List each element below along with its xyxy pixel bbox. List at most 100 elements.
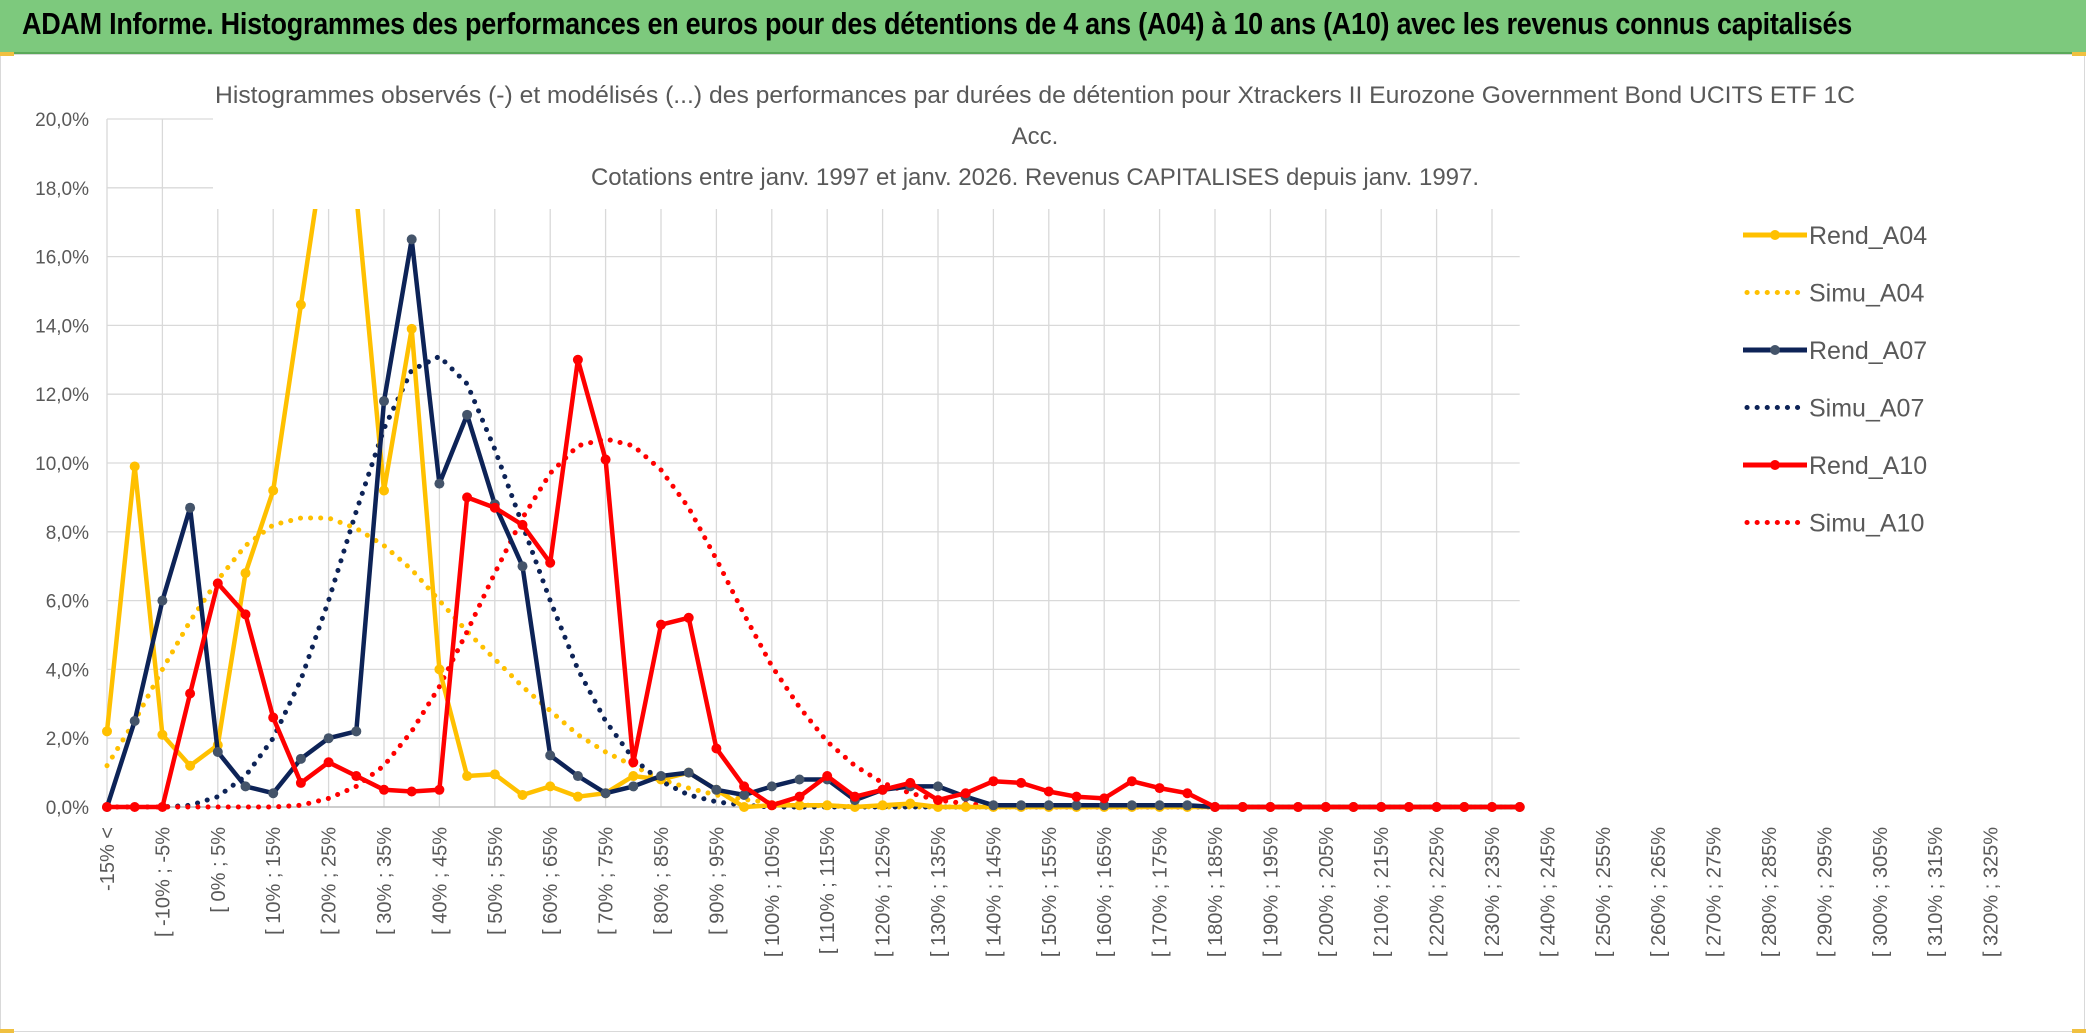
corner-mark bbox=[2072, 52, 2086, 56]
data-point-rend-a10 bbox=[434, 784, 445, 795]
y-tick-label: 4,0% bbox=[46, 660, 89, 681]
data-point-rend-a04 bbox=[960, 802, 971, 812]
data-point-rend-a07 bbox=[739, 789, 750, 800]
data-point-rend-a10 bbox=[406, 786, 417, 797]
data-point-rend-a07 bbox=[1182, 800, 1193, 811]
data-point-rend-a10 bbox=[1099, 793, 1110, 804]
data-point-rend-a10 bbox=[157, 802, 168, 812]
data-point-rend-a04 bbox=[628, 771, 639, 782]
data-point-rend-a10 bbox=[822, 771, 833, 782]
x-tick-label: [ 120% ; 125% bbox=[873, 827, 895, 957]
x-tick-label: [ 140% ; 145% bbox=[983, 827, 1005, 957]
y-tick-label: 2,0% bbox=[46, 729, 89, 750]
data-point-rend-a10 bbox=[572, 354, 583, 365]
x-tick-label: [ 230% ; 235% bbox=[1482, 827, 1504, 957]
x-tick-label: [ 250% ; 255% bbox=[1593, 827, 1615, 957]
data-point-rend-a04 bbox=[572, 791, 583, 802]
x-tick-label: [ 200% ; 205% bbox=[1316, 827, 1338, 957]
chart-title-line: Acc. bbox=[1012, 123, 1059, 150]
data-point-rend-a10 bbox=[185, 688, 196, 699]
x-tick-label: [ 0% ; 5% bbox=[208, 827, 230, 913]
x-tick-label: [ 60% ; 65% bbox=[540, 827, 562, 935]
data-point-rend-a10 bbox=[102, 802, 112, 812]
data-point-rend-a04 bbox=[157, 729, 168, 740]
chart-title-line: Cotations entre janv. 1997 et janv. 2026… bbox=[591, 164, 1479, 191]
data-point-rend-a10 bbox=[1016, 777, 1027, 788]
data-point-rend-a10 bbox=[379, 784, 389, 795]
data-point-rend-a04 bbox=[739, 802, 750, 812]
x-tick-label: [ 270% ; 275% bbox=[1704, 827, 1726, 957]
data-point-rend-a04 bbox=[905, 798, 916, 809]
header-banner: ADAM Informe. Histogrammes des performan… bbox=[0, 0, 2086, 54]
y-tick-label: 8,0% bbox=[46, 523, 89, 544]
data-point-rend-a04 bbox=[295, 299, 306, 310]
x-tick-label: [ 10% ; 15% bbox=[263, 827, 285, 935]
corner-mark bbox=[0, 1029, 14, 1033]
data-point-rend-a07 bbox=[600, 788, 611, 799]
gridlines bbox=[106, 118, 1520, 808]
data-point-rend-a10 bbox=[933, 795, 943, 806]
data-point-rend-a07 bbox=[933, 781, 943, 792]
x-tick-label: [ 190% ; 195% bbox=[1260, 827, 1282, 957]
data-point-rend-a04 bbox=[545, 781, 556, 792]
data-point-rend-a10 bbox=[656, 619, 666, 630]
data-point-rend-a04 bbox=[877, 800, 888, 811]
data-point-rend-a10 bbox=[683, 612, 694, 623]
data-point-rend-a07 bbox=[656, 771, 666, 782]
data-point-rend-a10 bbox=[1487, 802, 1497, 812]
y-tick-label: 14,0% bbox=[35, 316, 89, 337]
data-point-rend-a07 bbox=[1043, 800, 1054, 811]
data-point-rend-a07 bbox=[1154, 800, 1165, 811]
legend-label-simu-a07: Simu_A07 bbox=[1809, 395, 1924, 423]
data-point-rend-a10 bbox=[1043, 786, 1054, 797]
data-point-rend-a07 bbox=[185, 502, 196, 513]
x-tick-label: [ 300% ; 305% bbox=[1870, 827, 1892, 957]
x-tick-label: [ 110% ; 115% bbox=[817, 827, 839, 954]
x-tick-label: [ 260% ; 265% bbox=[1648, 827, 1670, 957]
data-point-rend-a10 bbox=[1182, 788, 1193, 799]
x-tick-label: [ 320% ; 325% bbox=[1981, 827, 2003, 957]
y-tick-label: 18,0% bbox=[35, 179, 89, 200]
series-line-rend-a10 bbox=[107, 357, 1520, 810]
series-line-simu-a07 bbox=[104, 353, 1523, 810]
data-point-rend-a10 bbox=[462, 492, 473, 503]
y-tick-label: 16,0% bbox=[35, 248, 89, 269]
data-point-rend-a10 bbox=[600, 454, 611, 465]
data-point-rend-a07 bbox=[711, 784, 722, 795]
data-point-rend-a10 bbox=[295, 777, 306, 788]
data-point-rend-a10 bbox=[1348, 802, 1359, 812]
x-tick-label: [ 280% ; 285% bbox=[1759, 827, 1781, 957]
x-tick-label: [ 30% ; 35% bbox=[374, 827, 396, 935]
x-tick-label: [ 130% ; 135% bbox=[928, 827, 950, 957]
x-tick-label: [ 150% ; 155% bbox=[1039, 827, 1061, 957]
x-tick-label: [ 20% ; 25% bbox=[319, 827, 341, 935]
data-point-rend-a10 bbox=[1154, 783, 1165, 794]
data-point-rend-a10 bbox=[545, 557, 556, 568]
data-point-rend-a10 bbox=[711, 743, 722, 754]
x-tick-label: [ 50% ; 55% bbox=[485, 827, 507, 935]
data-point-rend-a10 bbox=[1126, 776, 1137, 787]
x-tick-label: [ 210% ; 215% bbox=[1371, 827, 1393, 957]
x-tick-label: [ 80% ; 85% bbox=[651, 827, 673, 935]
data-point-rend-a10 bbox=[1403, 802, 1414, 812]
x-tick-label: [ 290% ; 295% bbox=[1814, 827, 1836, 957]
data-point-rend-a10 bbox=[628, 757, 639, 768]
corner-mark bbox=[0, 52, 14, 56]
page-title: ADAM Informe. Histogrammes des performan… bbox=[22, 6, 1853, 41]
corner-mark bbox=[2072, 1029, 2086, 1033]
data-point-rend-a10 bbox=[1431, 802, 1442, 812]
data-point-rend-a10 bbox=[988, 776, 999, 787]
data-point-rend-a10 bbox=[240, 609, 251, 620]
legend-marker-rend-a04 bbox=[1770, 230, 1780, 240]
data-point-rend-a07 bbox=[794, 774, 805, 785]
data-point-rend-a10 bbox=[739, 781, 750, 792]
data-point-rend-a10 bbox=[351, 771, 362, 782]
data-point-rend-a10 bbox=[1320, 802, 1331, 812]
legend-marker-rend-a10 bbox=[1770, 460, 1780, 470]
data-point-rend-a07 bbox=[683, 767, 694, 778]
data-point-rend-a07 bbox=[988, 800, 999, 811]
data-point-rend-a10 bbox=[1071, 791, 1082, 802]
data-point-rend-a10 bbox=[212, 578, 223, 589]
data-point-rend-a10 bbox=[1265, 802, 1276, 812]
chart-frame: 0,0% 2,0% 4,0% 6,0% 8,0% 10,0% 12,0% 14,0% 16,0%… bbox=[0, 54, 2085, 1032]
